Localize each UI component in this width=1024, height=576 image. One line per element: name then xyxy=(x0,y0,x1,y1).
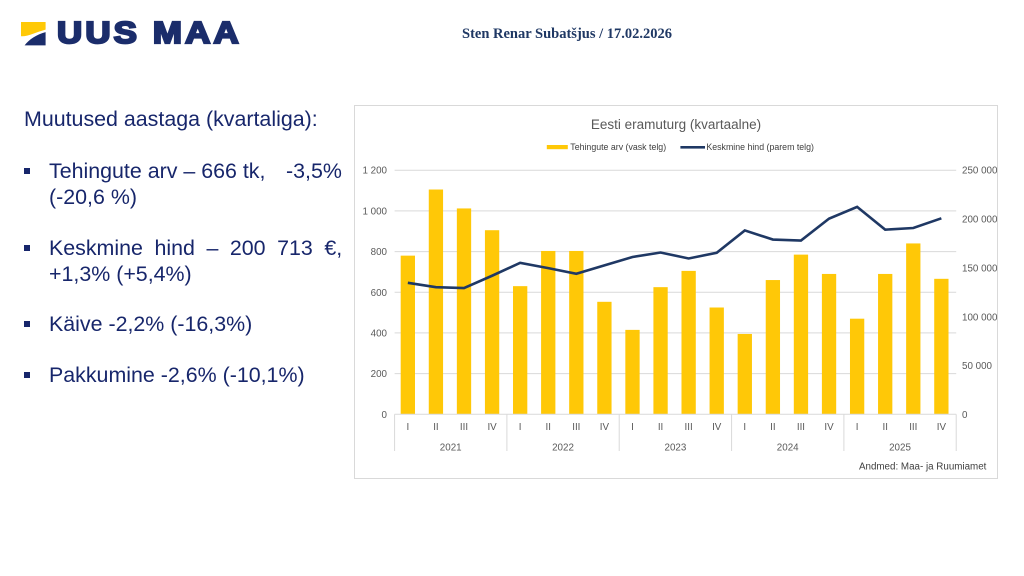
svg-text:I: I xyxy=(856,422,859,433)
svg-text:150 000: 150 000 xyxy=(962,263,998,274)
svg-text:IV: IV xyxy=(824,422,834,433)
svg-text:IV: IV xyxy=(712,422,722,433)
svg-text:800: 800 xyxy=(371,247,388,258)
svg-text:IV: IV xyxy=(600,422,610,433)
svg-text:200 000: 200 000 xyxy=(962,215,998,226)
svg-text:2023: 2023 xyxy=(665,443,687,454)
svg-text:II: II xyxy=(770,422,775,433)
svg-text:0: 0 xyxy=(382,410,388,421)
svg-text:1 200: 1 200 xyxy=(362,166,387,177)
svg-text:1 000: 1 000 xyxy=(362,206,387,217)
svg-text:I: I xyxy=(406,422,409,433)
svg-text:250 000: 250 000 xyxy=(962,166,998,177)
svg-text:II: II xyxy=(433,422,438,433)
svg-text:III: III xyxy=(797,422,805,433)
svg-text:Andmed: Maa- ja Ruumiamet: Andmed: Maa- ja Ruumiamet xyxy=(859,462,987,473)
svg-text:II: II xyxy=(658,422,663,433)
svg-text:I: I xyxy=(519,422,522,433)
svg-text:I: I xyxy=(631,422,634,433)
svg-text:I: I xyxy=(743,422,746,433)
svg-text:2024: 2024 xyxy=(777,443,799,454)
svg-text:2022: 2022 xyxy=(552,443,574,454)
svg-text:Tehingute arv (vask telg): Tehingute arv (vask telg) xyxy=(570,142,666,152)
svg-text:200: 200 xyxy=(371,369,388,380)
svg-text:600: 600 xyxy=(371,288,388,299)
svg-text:400: 400 xyxy=(371,328,388,339)
svg-text:III: III xyxy=(685,422,693,433)
svg-text:Eesti eramuturg (kvartaalne): Eesti eramuturg (kvartaalne) xyxy=(591,117,761,132)
svg-text:100 000: 100 000 xyxy=(962,312,998,323)
svg-text:0: 0 xyxy=(962,410,968,421)
svg-text:III: III xyxy=(572,422,580,433)
svg-text:II: II xyxy=(546,422,551,433)
svg-text:2021: 2021 xyxy=(440,443,462,454)
svg-text:II: II xyxy=(882,422,887,433)
svg-text:III: III xyxy=(460,422,468,433)
svg-text:III: III xyxy=(909,422,917,433)
svg-text:50 000: 50 000 xyxy=(962,361,993,372)
svg-text:IV: IV xyxy=(937,422,947,433)
svg-text:Keskmine hind (parem telg): Keskmine hind (parem telg) xyxy=(706,142,814,152)
svg-text:IV: IV xyxy=(487,422,497,433)
svg-text:2025: 2025 xyxy=(889,443,911,454)
